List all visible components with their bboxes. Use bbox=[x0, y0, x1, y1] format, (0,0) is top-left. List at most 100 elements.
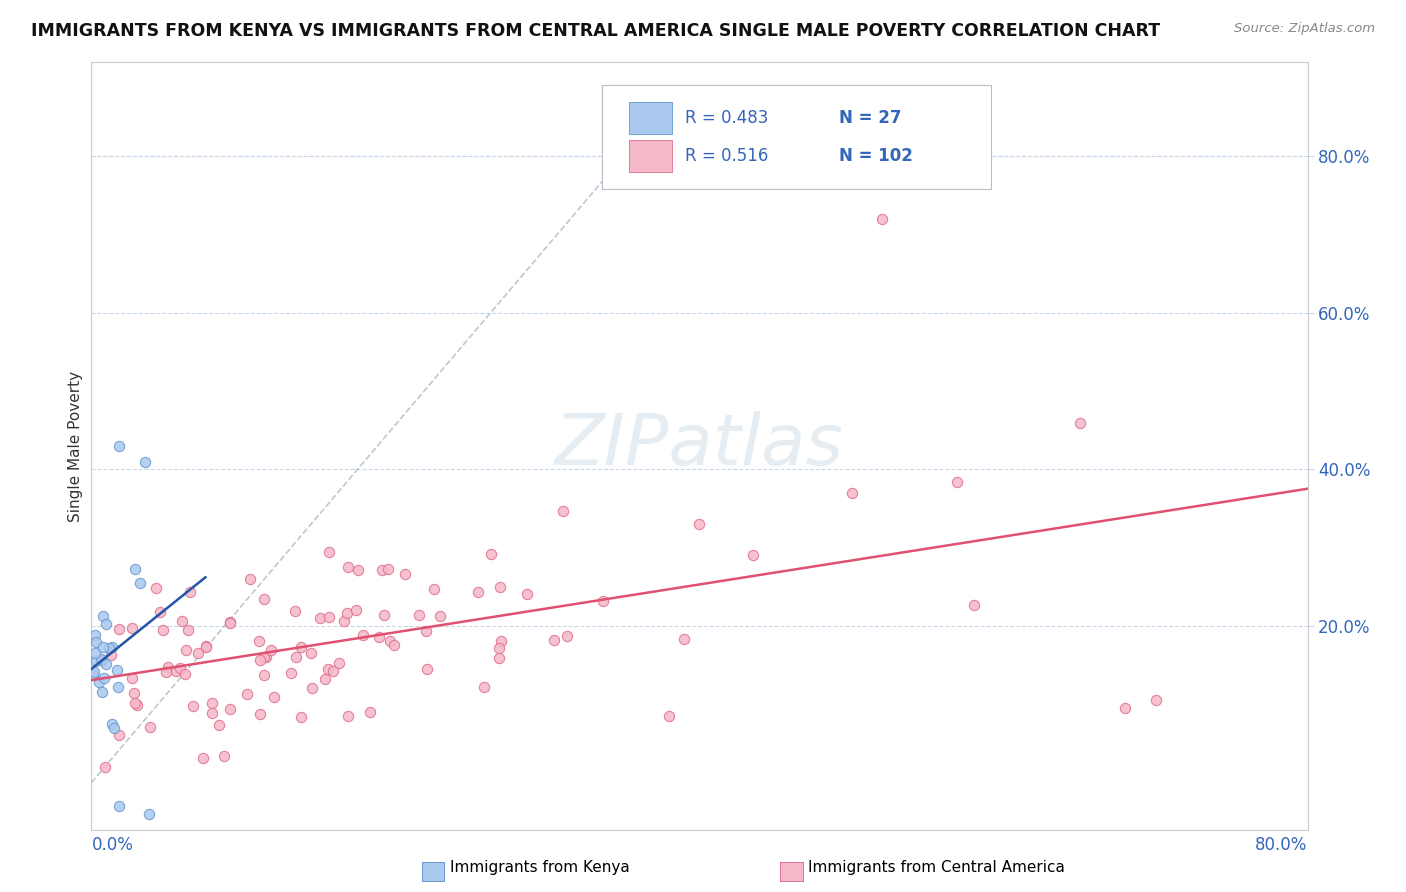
Point bbox=[359, 705, 381, 719]
Point bbox=[316, 662, 339, 676]
Point bbox=[336, 708, 359, 723]
Point bbox=[284, 649, 307, 664]
Point bbox=[479, 547, 502, 561]
Point bbox=[551, 504, 574, 518]
Point bbox=[108, 728, 131, 742]
Text: Immigrants from Kenya: Immigrants from Kenya bbox=[450, 860, 630, 874]
Point bbox=[254, 649, 277, 664]
Point bbox=[84, 646, 107, 660]
Point bbox=[333, 614, 356, 628]
Point bbox=[84, 654, 107, 668]
Point bbox=[371, 563, 394, 577]
Point bbox=[870, 212, 893, 227]
Point bbox=[543, 633, 565, 648]
Point bbox=[89, 675, 111, 690]
Point bbox=[172, 615, 194, 629]
Text: R = 0.516: R = 0.516 bbox=[685, 147, 768, 165]
Point bbox=[155, 665, 177, 680]
Point bbox=[299, 646, 322, 660]
Point bbox=[127, 698, 149, 713]
Point bbox=[253, 649, 276, 664]
Point bbox=[219, 702, 242, 716]
Point bbox=[841, 486, 863, 500]
Point bbox=[488, 640, 510, 655]
Point bbox=[108, 622, 131, 636]
Point bbox=[90, 651, 112, 665]
Point bbox=[157, 660, 180, 674]
Point bbox=[103, 721, 125, 735]
Point bbox=[138, 806, 160, 821]
Point bbox=[169, 660, 191, 674]
Point bbox=[408, 608, 430, 623]
Point bbox=[82, 668, 104, 682]
Point bbox=[260, 642, 283, 657]
Point bbox=[107, 799, 129, 814]
Point bbox=[253, 668, 276, 682]
Point bbox=[249, 653, 271, 667]
Point bbox=[174, 667, 197, 681]
Point bbox=[105, 663, 128, 677]
Point bbox=[377, 561, 399, 575]
Point bbox=[336, 606, 359, 620]
Point bbox=[219, 615, 242, 630]
Point bbox=[179, 585, 201, 599]
Point bbox=[194, 640, 217, 654]
Point bbox=[121, 671, 143, 685]
Point bbox=[592, 594, 614, 608]
Point bbox=[101, 640, 124, 654]
Point bbox=[176, 623, 198, 637]
Point bbox=[208, 718, 231, 732]
Point bbox=[134, 455, 156, 469]
Point bbox=[336, 560, 359, 574]
Text: Immigrants from Central America: Immigrants from Central America bbox=[808, 860, 1066, 874]
Point bbox=[263, 690, 285, 705]
Point bbox=[314, 672, 336, 686]
FancyBboxPatch shape bbox=[602, 86, 991, 189]
Point bbox=[139, 720, 162, 734]
Point bbox=[963, 599, 986, 613]
Point bbox=[100, 648, 122, 662]
Point bbox=[284, 604, 307, 618]
Point bbox=[394, 566, 416, 581]
Point bbox=[152, 623, 174, 637]
Point bbox=[174, 643, 197, 657]
Point bbox=[253, 591, 276, 606]
Point bbox=[344, 603, 367, 617]
Point bbox=[194, 639, 217, 653]
Point bbox=[352, 627, 374, 641]
Point bbox=[516, 587, 538, 601]
Point bbox=[201, 696, 224, 710]
Point bbox=[318, 610, 340, 624]
Point bbox=[247, 634, 270, 648]
Point bbox=[84, 628, 107, 642]
Point bbox=[91, 653, 114, 667]
Point bbox=[489, 633, 512, 648]
Point bbox=[1114, 701, 1136, 715]
Point bbox=[122, 685, 145, 699]
Point bbox=[467, 585, 489, 599]
Point bbox=[301, 681, 323, 695]
Point bbox=[183, 698, 205, 713]
Point bbox=[90, 685, 112, 699]
Text: R = 0.483: R = 0.483 bbox=[685, 109, 768, 127]
Point bbox=[741, 548, 763, 562]
Point bbox=[83, 665, 105, 679]
Point bbox=[186, 646, 208, 660]
Point bbox=[555, 629, 578, 643]
Text: IMMIGRANTS FROM KENYA VS IMMIGRANTS FROM CENTRAL AMERICA SINGLE MALE POVERTY COR: IMMIGRANTS FROM KENYA VS IMMIGRANTS FROM… bbox=[31, 22, 1160, 40]
Point bbox=[94, 760, 117, 774]
Point bbox=[93, 671, 115, 685]
Point bbox=[416, 662, 439, 676]
Point bbox=[91, 608, 114, 623]
Point bbox=[145, 582, 167, 596]
Text: 0.0%: 0.0% bbox=[91, 836, 134, 854]
Point bbox=[672, 632, 695, 646]
Point bbox=[191, 750, 214, 764]
Point bbox=[472, 680, 495, 694]
Point bbox=[373, 607, 395, 622]
Point bbox=[97, 641, 120, 656]
Point bbox=[488, 650, 510, 665]
Point bbox=[423, 582, 446, 597]
Text: ZIPatlas: ZIPatlas bbox=[555, 411, 844, 481]
FancyBboxPatch shape bbox=[628, 140, 672, 172]
